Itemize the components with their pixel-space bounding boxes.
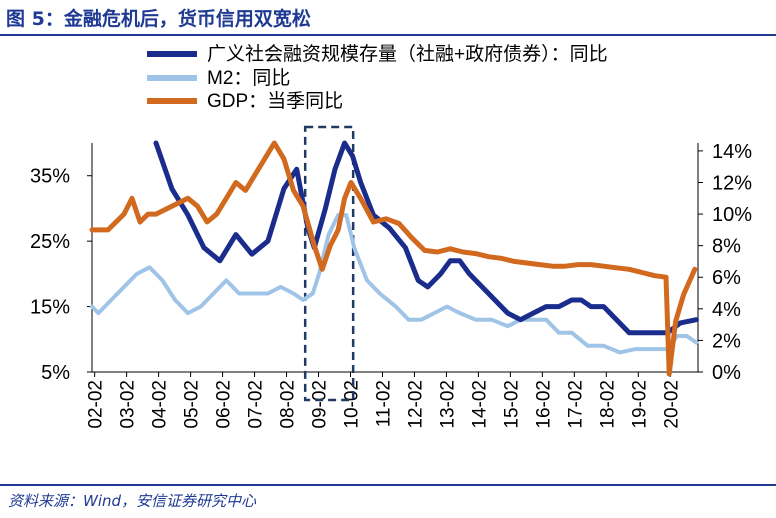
x-tick-label: 13-02 bbox=[437, 380, 458, 429]
x-tick-label: 17-02 bbox=[565, 380, 586, 429]
left-tick-label: 35% bbox=[30, 166, 70, 188]
right-tick-label: 0% bbox=[712, 362, 741, 384]
highlight-box bbox=[303, 125, 355, 402]
left-tick-label: 5% bbox=[41, 362, 70, 384]
left-tick-label: 25% bbox=[30, 231, 70, 253]
x-tick-label: 03-02 bbox=[118, 380, 139, 429]
right-tick-label: 10% bbox=[712, 204, 752, 226]
x-tick-label: 12-02 bbox=[405, 380, 426, 429]
legend-label: 广义社会融资规模存量（社融+政府债券）：同比 bbox=[207, 43, 608, 65]
source-divider bbox=[0, 484, 776, 486]
x-tick-label: 04-02 bbox=[150, 380, 171, 429]
x-tick-label: 18-02 bbox=[597, 380, 618, 429]
x-tick-label: 20-02 bbox=[661, 380, 682, 429]
right-tick-label: 6% bbox=[712, 267, 741, 289]
series-line bbox=[153, 140, 699, 336]
series-line bbox=[90, 213, 699, 355]
left-tick-label: 15% bbox=[30, 297, 70, 319]
right-tick-label: 12% bbox=[712, 172, 752, 194]
right-tick-label: 8% bbox=[712, 236, 741, 258]
x-tick-label: 05-02 bbox=[182, 380, 203, 429]
x-tick-label: 02-02 bbox=[86, 380, 107, 429]
x-tick-label: 09-02 bbox=[310, 380, 331, 429]
x-tick-label: 15-02 bbox=[501, 380, 522, 429]
legend-label: GDP：当季同比 bbox=[207, 90, 343, 112]
source-note: 资料来源：Wind，安信证券研究中心 bbox=[8, 492, 257, 510]
x-tick-label: 19-02 bbox=[629, 380, 650, 429]
x-tick-label: 14-02 bbox=[469, 380, 490, 429]
legend-label: M2：同比 bbox=[207, 67, 290, 89]
right-tick-label: 2% bbox=[712, 330, 741, 352]
x-tick-label: 10-02 bbox=[341, 380, 362, 429]
right-tick-label: 4% bbox=[712, 299, 741, 321]
x-tick-label: 11-02 bbox=[373, 380, 394, 427]
x-tick-label: 06-02 bbox=[214, 380, 235, 429]
x-tick-label: 16-02 bbox=[533, 380, 554, 429]
x-tick-label: 07-02 bbox=[246, 380, 267, 429]
series-line bbox=[89, 140, 698, 377]
title-divider bbox=[0, 34, 776, 36]
x-tick-label: 08-02 bbox=[278, 380, 299, 429]
figure-title: 图 5：金融危机后，货币信用双宽松 bbox=[6, 8, 311, 30]
right-tick-label: 14% bbox=[712, 141, 752, 163]
